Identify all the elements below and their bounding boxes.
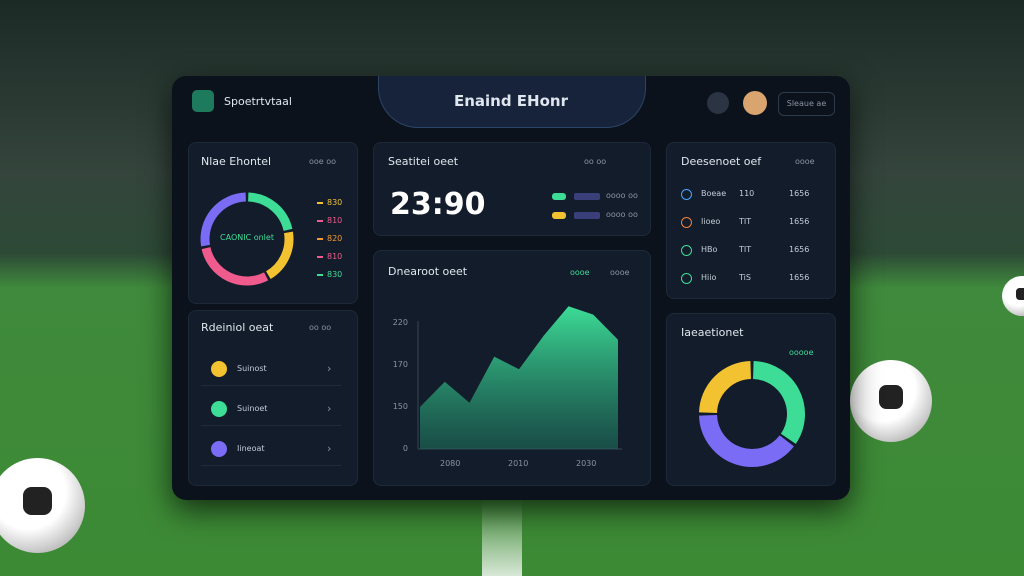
row-icon [681, 189, 692, 200]
card-title: Rdeiniol oeat [201, 321, 274, 334]
donut-segment [247, 192, 293, 232]
card-tag: ooe oo [309, 157, 337, 166]
donut-segment [200, 192, 247, 247]
donut-segment [265, 231, 294, 280]
y-tick-label: 220 [392, 318, 408, 327]
logo [192, 90, 214, 112]
card-tag: ooooe [789, 348, 814, 357]
title-tab [378, 76, 646, 128]
chevron: › [327, 402, 332, 415]
list-icon [211, 361, 227, 377]
ball [1002, 276, 1024, 316]
legend-label: oooe [570, 268, 590, 277]
table-cell: 110 [739, 189, 755, 198]
donut-center: CAONIC onlet [220, 233, 274, 242]
card-tag: oo oo [309, 323, 332, 332]
icon-button[interactable] [707, 92, 729, 114]
overview-card: Nlae Ehontel ooe oo CAONIC onlet 830 810 8… [188, 142, 358, 304]
table-cell: 1656 [789, 273, 810, 282]
timer-value: 23:90 [390, 187, 486, 222]
pitch-line [482, 500, 522, 576]
legend-label: 810 [327, 252, 343, 261]
ball [0, 458, 85, 553]
list-label: Suinoet [237, 404, 268, 413]
card-title: Seatitei oeet [388, 155, 459, 168]
list-label: Iineoat [237, 444, 265, 453]
row-icon [681, 217, 692, 228]
row-swatch [552, 193, 566, 200]
dashboard: Spoetrtvtaal Enaind EHonr Sleaue ae Nlae… [172, 76, 850, 500]
x-tick-label: 2030 [576, 459, 597, 468]
top-button[interactable]: Sleaue ae [778, 92, 835, 116]
donut-segment [699, 414, 794, 467]
legend-label: 830 [327, 198, 343, 207]
row-bar [574, 193, 600, 200]
card-tag: oo oo [584, 157, 607, 166]
card-tag: oooe [795, 157, 815, 166]
row-label: oooo oo [606, 210, 638, 219]
chevron: › [327, 442, 332, 455]
share-chart [699, 361, 805, 467]
card-title: Dnearoot oeet [388, 265, 468, 278]
table-cell: TIT [739, 217, 752, 226]
table-cell: Hiio [701, 273, 717, 282]
area [420, 306, 618, 449]
table-cell: 1656 [789, 245, 810, 254]
timer-card: Seatitei oeet oo oo 23:90 oooo oo oooo oo [373, 142, 651, 236]
donut-segment [699, 361, 752, 414]
donut-segment [201, 246, 269, 286]
table-card: Deesenoet oef oooe Boeae 110 1656 Iioeo TIT 1… [666, 142, 836, 299]
card-title: Nlae Ehontel [201, 155, 272, 168]
legend-label: 810 [327, 216, 343, 225]
y-tick-label: 170 [392, 360, 408, 369]
list-label: Suinost [237, 364, 267, 373]
trend-card: Dnearoot oeet oooe oooe 0 150 170 220 2080 2010… [373, 250, 651, 486]
avatar[interactable] [743, 91, 767, 115]
x-tick-label: 2080 [440, 459, 461, 468]
table-cell: HBo [701, 245, 718, 254]
title: Enaind EHonr [453, 92, 568, 110]
ball [850, 360, 932, 442]
share-card: Iaeaetionet ooooe [666, 313, 836, 486]
row-swatch [552, 212, 566, 219]
x-tick-label: 2010 [508, 459, 529, 468]
logo-text: Spoetrtvtaal [224, 95, 292, 108]
table-cell: Boeae [701, 189, 727, 198]
donut-segment [752, 361, 805, 444]
table-cell: 1656 [789, 189, 810, 198]
trend-chart [417, 306, 622, 450]
card-title: Iaeaetionet [681, 326, 744, 339]
list-row[interactable] [201, 353, 341, 386]
list-icon [211, 401, 227, 417]
chevron: › [327, 362, 332, 375]
y-tick-label: 0 [402, 444, 408, 453]
row-label: oooo oo [606, 191, 638, 200]
y-tick-label: 150 [392, 402, 408, 411]
legend-label: 820 [327, 234, 343, 243]
table-cell: Iioeo [701, 217, 721, 226]
list-card: Rdeiniol oeat oo oo Suinost › Suinoet › Iine… [188, 310, 358, 486]
legend-label: 830 [327, 270, 343, 279]
list-row[interactable] [201, 393, 341, 426]
row-bar [574, 212, 600, 219]
table-cell: TiS [739, 273, 751, 282]
list-row[interactable] [201, 433, 341, 466]
list-icon [211, 441, 227, 457]
card-title: Deesenoet oef [681, 155, 762, 168]
table-cell: TIT [739, 245, 752, 254]
row-icon [681, 245, 692, 256]
table-cell: 1656 [789, 217, 810, 226]
row-icon [681, 273, 692, 284]
overview-chart [200, 192, 323, 286]
legend-label: oooe [610, 268, 630, 277]
